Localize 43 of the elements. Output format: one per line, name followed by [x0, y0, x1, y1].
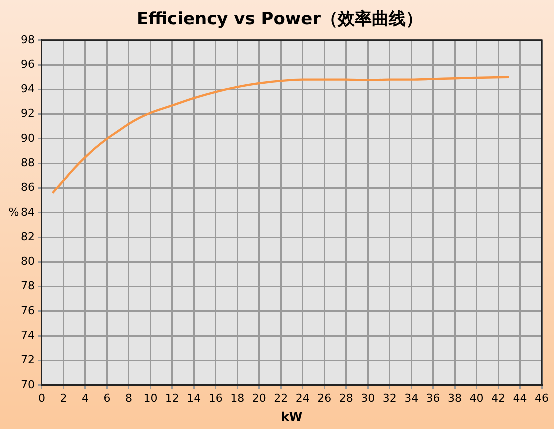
y-tick-label: 70 [20, 378, 35, 392]
y-tick-label: 96 [20, 58, 35, 71]
y-tick-label: 88 [20, 156, 35, 170]
y-tick-label: 98 [20, 33, 35, 46]
x-tick-label: 26 [318, 392, 332, 405]
x-tick-label: 22 [274, 392, 288, 405]
x-tick-label: 34 [404, 392, 419, 405]
y-tick-label: 90 [20, 132, 35, 145]
y-tick-label: 72 [20, 354, 35, 367]
x-tick-label: 8 [125, 392, 132, 405]
y-tick-label: 94 [20, 82, 35, 96]
x-tick-label: 0 [38, 392, 46, 405]
y-tick-label: 76 [20, 304, 35, 318]
x-tick-label: 42 [492, 392, 506, 405]
y-tick-label: 84 [20, 206, 35, 219]
y-tick-label: 78 [20, 280, 35, 293]
x-tick-label: 18 [230, 392, 245, 405]
x-tick-label: 28 [339, 392, 354, 405]
x-tick-label: 4 [82, 392, 89, 405]
x-tick-label: 38 [448, 392, 462, 405]
x-tick-label: 16 [208, 392, 223, 405]
x-tick-label: 10 [144, 392, 158, 405]
y-tick-label: 92 [20, 107, 35, 120]
x-tick-label: 14 [187, 392, 202, 405]
y-axis-title: % [8, 206, 20, 219]
x-axis-title: kW [281, 410, 303, 424]
x-tick-label: 44 [513, 392, 528, 405]
x-tick-label: 20 [252, 392, 266, 405]
y-tick-label: 86 [20, 181, 35, 194]
y-tick-label: 80 [20, 255, 35, 268]
x-tick-label: 12 [165, 392, 180, 405]
x-tick-label: 40 [470, 392, 484, 405]
y-tick-label: 82 [20, 230, 35, 244]
x-tick-label: 36 [426, 392, 440, 405]
x-tick-label: 32 [382, 392, 397, 405]
x-tick-label: 2 [60, 392, 68, 405]
y-tick-label: 74 [20, 328, 35, 342]
line-series [52, 76, 510, 194]
x-tick-label: 46 [535, 392, 549, 405]
chart-title: Efficiency vs Power（效率曲线） [136, 10, 424, 30]
x-tick-label: 6 [104, 392, 111, 405]
x-tick-label: 24 [296, 392, 310, 405]
x-tick-label: 30 [361, 392, 376, 405]
